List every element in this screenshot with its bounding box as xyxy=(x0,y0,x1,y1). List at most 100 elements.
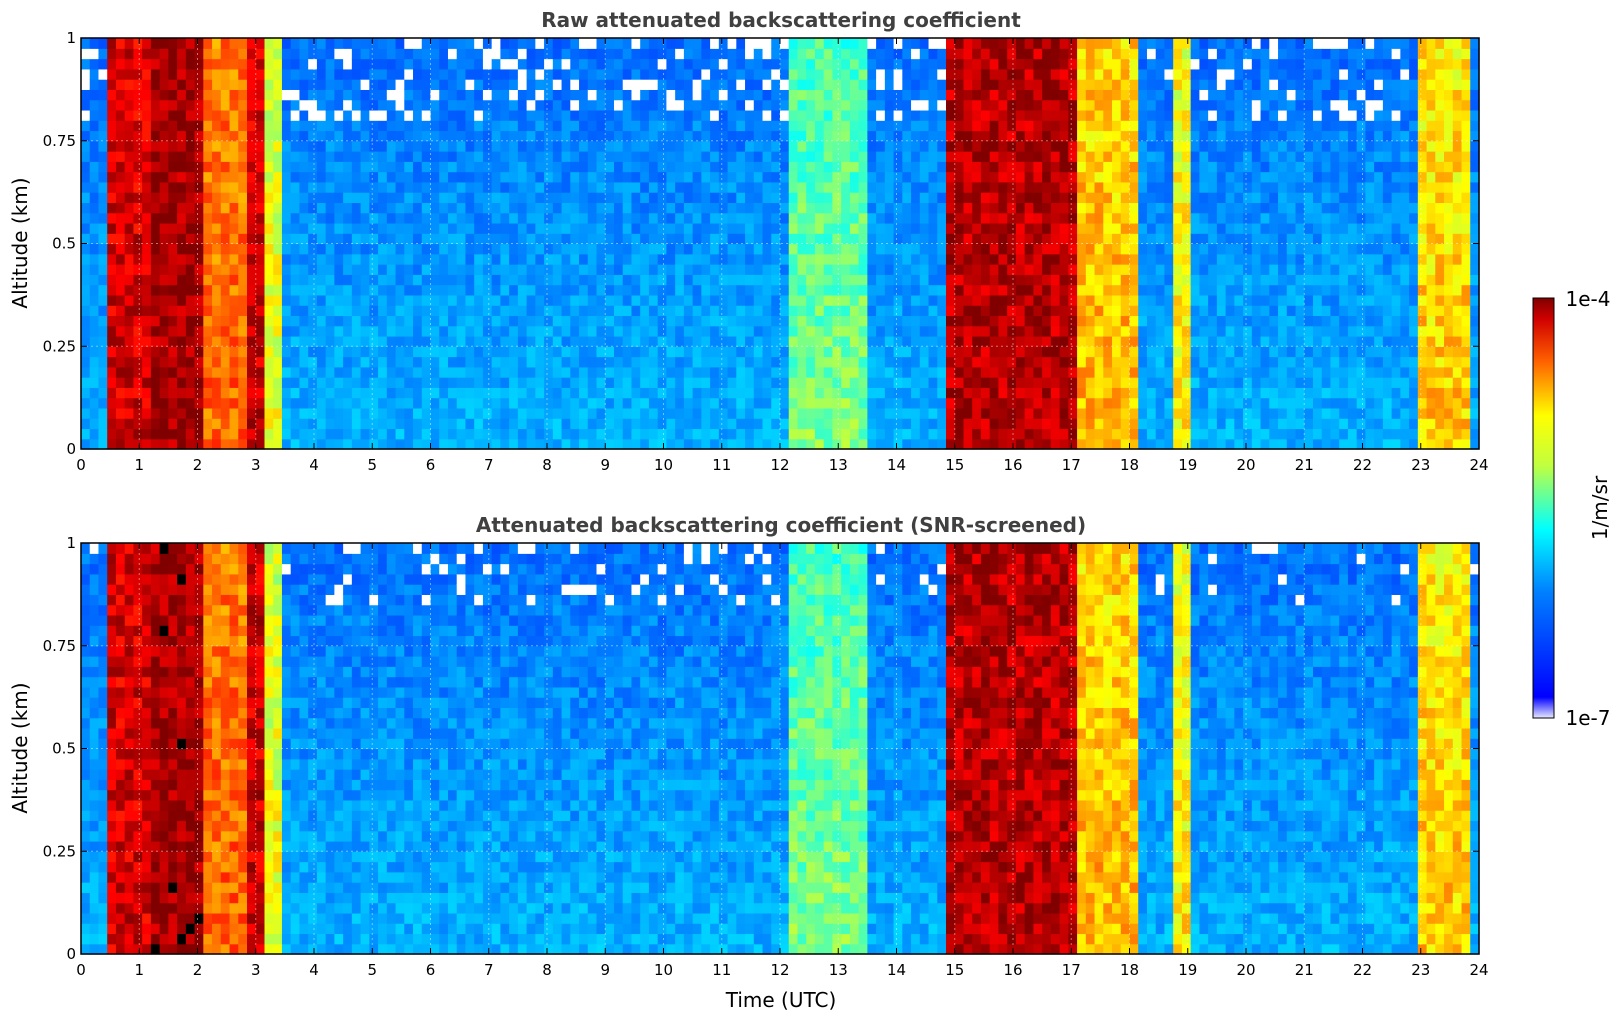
heatmap-cell xyxy=(727,140,737,152)
heatmap-cell xyxy=(220,284,231,296)
heatmap-cell xyxy=(185,202,196,214)
heatmap-cell xyxy=(727,212,737,224)
heatmap-cell xyxy=(579,140,589,152)
heatmap-cell xyxy=(579,212,589,224)
heatmap-cell xyxy=(500,264,510,275)
heatmap-cell xyxy=(911,109,921,121)
heatmap-cell xyxy=(255,120,266,132)
heatmap-cell xyxy=(203,181,213,193)
heatmap-cell xyxy=(675,140,685,152)
heatmap-cell xyxy=(683,79,694,90)
heatmap-cell xyxy=(648,79,659,90)
heatmap-cell xyxy=(657,202,668,214)
heatmap-cell xyxy=(771,48,781,60)
heatmap-cell xyxy=(718,284,729,296)
heatmap-cell xyxy=(255,79,266,90)
heatmap-cell xyxy=(631,222,641,234)
heatmap-cell xyxy=(605,284,615,296)
heatmap-cell xyxy=(89,181,100,193)
heatmap-cell xyxy=(902,181,912,193)
heatmap-cell xyxy=(526,233,536,245)
heatmap-cell xyxy=(238,428,248,440)
heatmap-cell xyxy=(273,68,283,80)
heatmap-cell xyxy=(780,397,790,409)
heatmap-cell xyxy=(334,418,344,430)
heatmap-cell xyxy=(683,264,694,275)
heatmap-cell xyxy=(683,58,694,70)
heatmap-cell xyxy=(666,171,676,183)
heatmap-cell xyxy=(482,428,493,440)
heatmap-cell xyxy=(273,109,283,121)
heatmap-cell xyxy=(902,233,912,245)
heatmap-cell xyxy=(281,418,292,430)
heatmap-cell xyxy=(727,397,737,409)
heatmap-cell xyxy=(133,68,143,80)
heatmap-cell xyxy=(299,171,309,183)
heatmap-cell xyxy=(500,212,510,224)
heatmap-cell xyxy=(115,397,126,409)
heatmap-cell xyxy=(273,38,283,49)
heatmap-cell xyxy=(491,366,501,378)
heatmap-cell xyxy=(867,151,877,162)
heatmap-cell xyxy=(980,253,991,265)
heatmap-cell xyxy=(1015,418,1026,430)
heatmap-cell xyxy=(675,325,685,337)
heatmap-cell xyxy=(814,294,825,306)
heatmap-cell xyxy=(849,335,860,347)
heatmap-cell xyxy=(482,140,493,152)
heatmap-cell xyxy=(107,438,117,450)
heatmap-cell xyxy=(168,48,178,60)
heatmap-cell xyxy=(989,356,1000,368)
heatmap-cell xyxy=(509,120,519,132)
heatmap-cell xyxy=(911,222,921,234)
heatmap-cell xyxy=(1033,79,1043,90)
heatmap-cell xyxy=(893,212,903,224)
heatmap-cell xyxy=(255,151,266,162)
heatmap-cell xyxy=(439,212,449,224)
heatmap-cell xyxy=(343,79,353,90)
heatmap-cell xyxy=(343,120,353,132)
heatmap-cell xyxy=(570,418,580,430)
heatmap-cell xyxy=(605,38,615,49)
heatmap-cell xyxy=(1077,48,1087,60)
heatmap-cell xyxy=(902,89,912,101)
heatmap-cell xyxy=(587,305,598,317)
heatmap-cell xyxy=(692,346,702,358)
heatmap-cell xyxy=(281,233,292,245)
heatmap-cell xyxy=(351,120,362,132)
heatmap-cell xyxy=(972,202,982,214)
heatmap-cell xyxy=(972,294,982,306)
heatmap-cell xyxy=(666,222,676,234)
heatmap-cell xyxy=(544,438,554,450)
heatmap-cell xyxy=(596,130,606,142)
heatmap-cell xyxy=(115,120,126,132)
heatmap-cell xyxy=(605,325,615,337)
heatmap-cell xyxy=(115,89,126,101)
heatmap-cell xyxy=(858,407,868,419)
heatmap-cell xyxy=(308,387,318,399)
heatmap-cell xyxy=(613,438,624,450)
heatmap-cell xyxy=(395,192,405,204)
heatmap-cell xyxy=(780,58,790,70)
heatmap-cell xyxy=(491,130,501,142)
heatmap-cell xyxy=(413,387,423,399)
heatmap-cell xyxy=(622,171,633,183)
heatmap-cell xyxy=(596,99,606,111)
heatmap-cell xyxy=(876,151,886,162)
heatmap-cell xyxy=(788,58,799,70)
heatmap-cell xyxy=(325,284,335,296)
heatmap-cell xyxy=(124,243,135,255)
heatmap-cell xyxy=(351,335,362,347)
heatmap-cell xyxy=(456,325,467,337)
heatmap-cell xyxy=(194,274,204,286)
heatmap-cell xyxy=(666,48,676,60)
heatmap-cell xyxy=(1112,346,1122,358)
heatmap-cell xyxy=(710,79,720,90)
heatmap-cell xyxy=(666,38,676,49)
heatmap-cell xyxy=(587,79,598,90)
heatmap-cell xyxy=(788,335,799,347)
heatmap-cell xyxy=(648,120,659,132)
heatmap-cell xyxy=(771,79,781,90)
heatmap-cell xyxy=(325,48,335,60)
heatmap-cell xyxy=(264,397,274,409)
